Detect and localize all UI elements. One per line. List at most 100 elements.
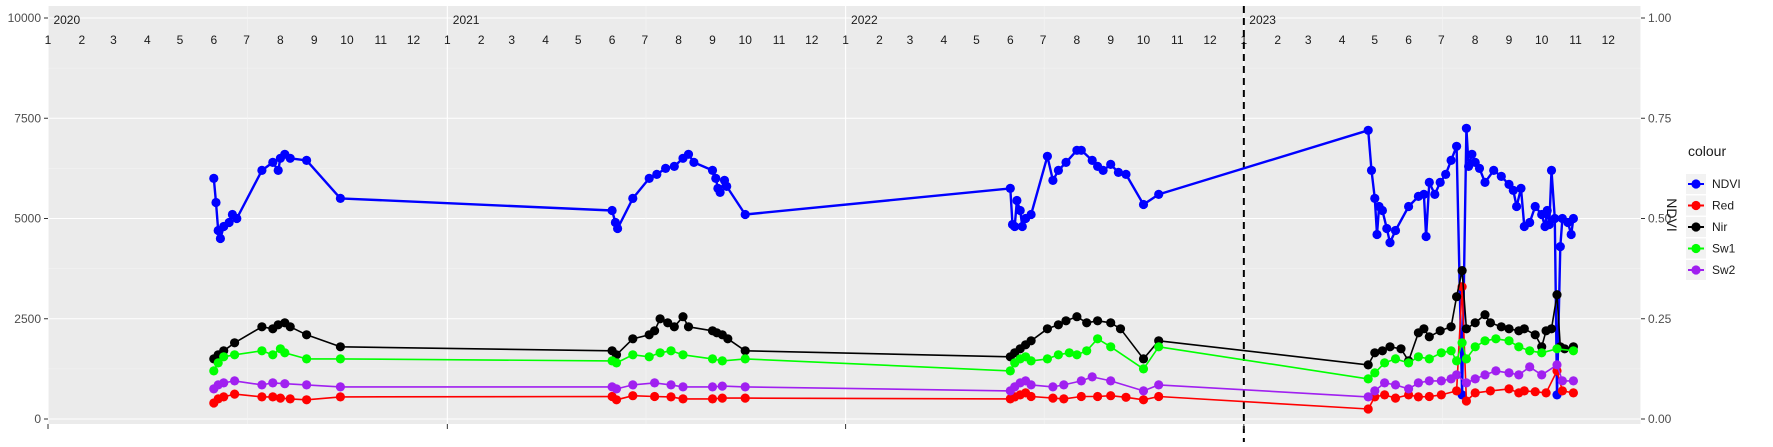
legend-item-ndvi: NDVI bbox=[1686, 174, 1741, 194]
data-point bbox=[257, 346, 267, 356]
data-point bbox=[1424, 332, 1434, 342]
data-point bbox=[1098, 165, 1108, 175]
data-point bbox=[1390, 354, 1401, 364]
data-point bbox=[1504, 384, 1514, 394]
data-point bbox=[213, 358, 223, 368]
data-point bbox=[655, 314, 665, 324]
data-point bbox=[1404, 201, 1414, 212]
data-point bbox=[1093, 316, 1103, 326]
data-point bbox=[1424, 354, 1434, 364]
data-point bbox=[1010, 221, 1020, 232]
data-point bbox=[707, 394, 718, 404]
data-point bbox=[1015, 205, 1025, 216]
year-label: 2021 bbox=[453, 13, 480, 27]
data-point bbox=[1435, 177, 1445, 187]
data-point bbox=[1514, 370, 1524, 380]
month-label: 1 bbox=[45, 33, 52, 47]
legend-label: Nir bbox=[1712, 220, 1727, 234]
data-point bbox=[1541, 388, 1551, 398]
data-point bbox=[1474, 163, 1485, 173]
data-point bbox=[1113, 167, 1123, 177]
data-point bbox=[1491, 366, 1501, 376]
data-point bbox=[1470, 318, 1480, 328]
month-label: 2 bbox=[1274, 33, 1281, 47]
data-point bbox=[1446, 346, 1456, 356]
month-label: 9 bbox=[311, 33, 318, 47]
month-label: 7 bbox=[243, 33, 250, 47]
data-point bbox=[1061, 157, 1071, 167]
month-labels: 1 2 3 4 5 6 7 8 9 10 11 12 1 2 3 4 5 6 7 8 9 10 11 12 1 2 3 4 5 6 7 8 9 1… bbox=[45, 33, 1616, 47]
data-point bbox=[335, 382, 345, 392]
data-point bbox=[644, 173, 654, 183]
data-point bbox=[1530, 201, 1540, 212]
data-point bbox=[740, 354, 750, 364]
month-label: 10 bbox=[1535, 33, 1549, 47]
data-point bbox=[1106, 318, 1116, 328]
month-label: 8 bbox=[1074, 33, 1081, 47]
data-point bbox=[302, 354, 312, 364]
month-label: 1 bbox=[444, 33, 451, 47]
data-point bbox=[717, 393, 727, 403]
data-point bbox=[1542, 205, 1552, 216]
data-point bbox=[1053, 320, 1063, 330]
data-point bbox=[1436, 376, 1446, 386]
month-label: 6 bbox=[211, 33, 218, 47]
data-point bbox=[280, 379, 290, 389]
month-label: 4 bbox=[542, 33, 549, 47]
data-point bbox=[1525, 362, 1535, 372]
month-label: 4 bbox=[1339, 33, 1346, 47]
data-point bbox=[1480, 370, 1490, 380]
data-point bbox=[628, 380, 638, 390]
data-point bbox=[683, 322, 694, 332]
data-point bbox=[1516, 183, 1526, 193]
y-right-tick-label: 0.75 bbox=[1648, 111, 1672, 125]
data-point bbox=[1154, 380, 1164, 390]
data-point bbox=[1366, 165, 1377, 175]
data-point bbox=[215, 233, 225, 244]
data-point bbox=[1546, 165, 1557, 175]
data-point bbox=[1470, 388, 1480, 398]
series-red bbox=[209, 282, 1578, 414]
data-point bbox=[1138, 386, 1149, 396]
data-point bbox=[1461, 378, 1471, 388]
data-point bbox=[1404, 358, 1414, 368]
data-point bbox=[1436, 390, 1446, 400]
data-point bbox=[1385, 342, 1395, 352]
month-label: 8 bbox=[1472, 33, 1479, 47]
year-label: 2023 bbox=[1249, 13, 1276, 27]
year-labels: 2020 2021 2022 2023 bbox=[53, 13, 1276, 27]
data-point bbox=[678, 382, 688, 392]
data-point bbox=[1138, 354, 1149, 364]
year-label: 2022 bbox=[851, 13, 878, 27]
month-label: 3 bbox=[1305, 33, 1312, 47]
bottom-x-axis bbox=[47, 424, 1245, 429]
data-point bbox=[666, 346, 676, 356]
data-point bbox=[335, 392, 345, 402]
data-point bbox=[611, 358, 622, 368]
data-point bbox=[335, 342, 345, 352]
data-point bbox=[1154, 189, 1164, 199]
data-point bbox=[1421, 231, 1431, 242]
month-label: 12 bbox=[1203, 33, 1217, 47]
data-point bbox=[285, 153, 295, 163]
data-point bbox=[268, 378, 278, 388]
data-point bbox=[1419, 189, 1429, 199]
data-point bbox=[302, 330, 312, 340]
data-point bbox=[1525, 217, 1535, 228]
data-point bbox=[1017, 221, 1027, 232]
data-point bbox=[740, 209, 750, 220]
month-label: 10 bbox=[1137, 33, 1151, 47]
data-point bbox=[1370, 368, 1380, 378]
month-label: 11 bbox=[1569, 33, 1582, 47]
data-point bbox=[1470, 374, 1480, 384]
data-point bbox=[1005, 366, 1015, 376]
data-point bbox=[1093, 391, 1103, 402]
series-sw1 bbox=[209, 334, 1578, 384]
data-point bbox=[257, 392, 267, 402]
data-point bbox=[683, 149, 694, 159]
right-y-axis: 0.00 0.25 0.50 0.75 1.00 bbox=[1641, 11, 1672, 426]
data-point bbox=[1446, 322, 1456, 332]
month-label: 3 bbox=[110, 33, 117, 47]
data-point bbox=[1072, 312, 1082, 322]
